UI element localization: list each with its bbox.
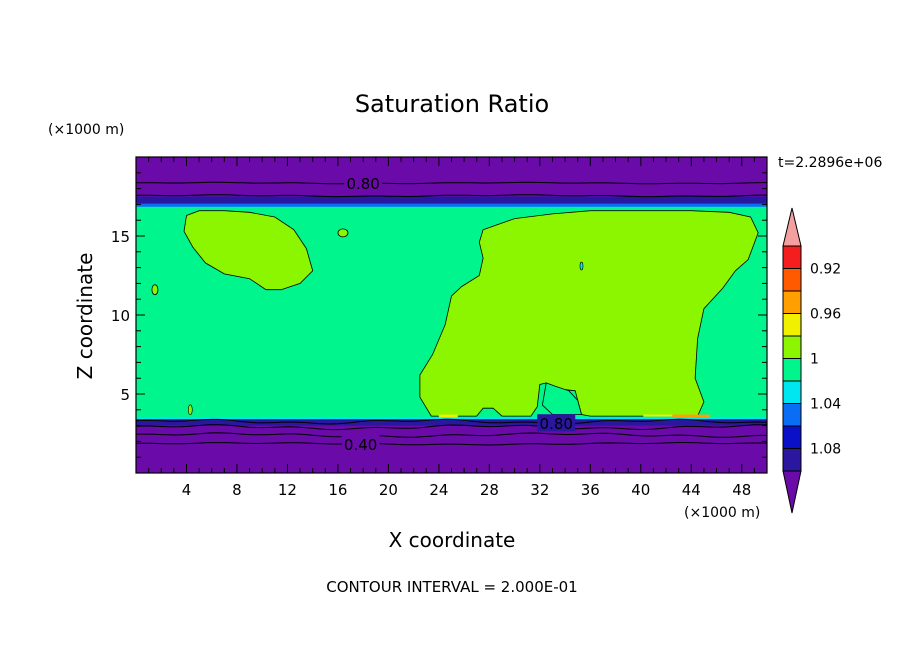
bottom-transition-band [136, 419, 767, 426]
chart-title: Saturation Ratio [355, 90, 549, 118]
colorbar-bin [782, 358, 802, 382]
time-label: t=2.2896e+06 [778, 155, 882, 171]
x-tick-label: 48 [732, 481, 751, 499]
supersaturated-streak [672, 414, 711, 418]
contour-line [135, 442, 768, 446]
x-tick-label: 40 [631, 481, 650, 499]
moist-patch-notch [541, 382, 583, 415]
colorbar: 0.92 0.96 1 1.04 1.08 [782, 207, 841, 514]
bottom-cyan-band [136, 416, 767, 421]
small-dry-blob [579, 261, 584, 271]
x-tick-label: 28 [480, 481, 499, 499]
x-unit-label: (×1000 m) [684, 505, 760, 521]
y-tick-label: 5 [120, 386, 130, 404]
contour-line [136, 194, 767, 198]
contour-line [135, 432, 767, 438]
top-dry-layer [136, 157, 767, 197]
supersaturated-streak [643, 414, 673, 417]
left-upper-moist-patch [183, 210, 314, 291]
plot-area [136, 157, 767, 473]
y-unit-label: (×1000 m) [48, 122, 124, 138]
contour-line [135, 181, 767, 185]
y-axis-label: Z coordinate [73, 253, 97, 380]
contour-labels: 0.80 0.80 0.40 [341, 174, 576, 454]
contour-label: 0.40 [344, 436, 377, 454]
x-tick-label: 12 [278, 481, 297, 499]
x-tick-label: 4 [182, 481, 192, 499]
top-transition-band [136, 196, 767, 205]
x-tick-label: 36 [581, 481, 600, 499]
colorbar-bin [782, 268, 802, 292]
x-tick-label: 32 [530, 481, 549, 499]
y-tick-label: 10 [111, 307, 130, 325]
colorbar-bin [782, 380, 802, 404]
colorbar-bin [782, 425, 802, 449]
colorbar-bin [782, 313, 802, 337]
contour-label-bg [344, 174, 383, 192]
contour-label-bg [341, 434, 380, 452]
contour-line [135, 424, 768, 431]
x-tick-label: 16 [328, 481, 347, 499]
supersaturated-streak [438, 414, 458, 418]
colorbar-bin [782, 290, 802, 314]
small-moist-blob [337, 228, 349, 238]
colorbar-label: 1.08 [810, 442, 841, 458]
x-tick-label: 44 [682, 481, 701, 499]
contour-lines [135, 181, 768, 446]
small-moist-blob [151, 284, 159, 296]
colorbar-label: 0.92 [810, 262, 841, 278]
colorbar-bin [782, 335, 802, 359]
colorbar-under-triangle [782, 470, 802, 514]
small-moist-blob [187, 404, 193, 416]
colorbar-bin [782, 403, 802, 427]
x-axis-label: X coordinate [389, 528, 516, 552]
colorbar-bin [782, 245, 802, 269]
right-large-moist-patch [419, 210, 759, 417]
contour-line [135, 418, 768, 425]
colorbar-label: 1.04 [810, 397, 841, 413]
x-tick-label: 8 [232, 481, 242, 499]
colorbar-over-triangle [782, 207, 802, 247]
contour-interval-footer: CONTOUR INTERVAL = 2.000E-01 [326, 578, 577, 596]
y-tick-label: 15 [111, 228, 130, 246]
contour-label: 0.80 [540, 415, 573, 433]
contour-label: 0.80 [346, 175, 379, 193]
x-tick-label: 24 [429, 481, 448, 499]
colorbar-label: 1 [810, 352, 819, 368]
colorbar-label: 0.96 [810, 307, 841, 323]
contour-label-bg [537, 414, 576, 432]
top-transition-band-light [136, 203, 767, 207]
x-tick-label: 20 [379, 481, 398, 499]
colorbar-bin [782, 448, 802, 472]
